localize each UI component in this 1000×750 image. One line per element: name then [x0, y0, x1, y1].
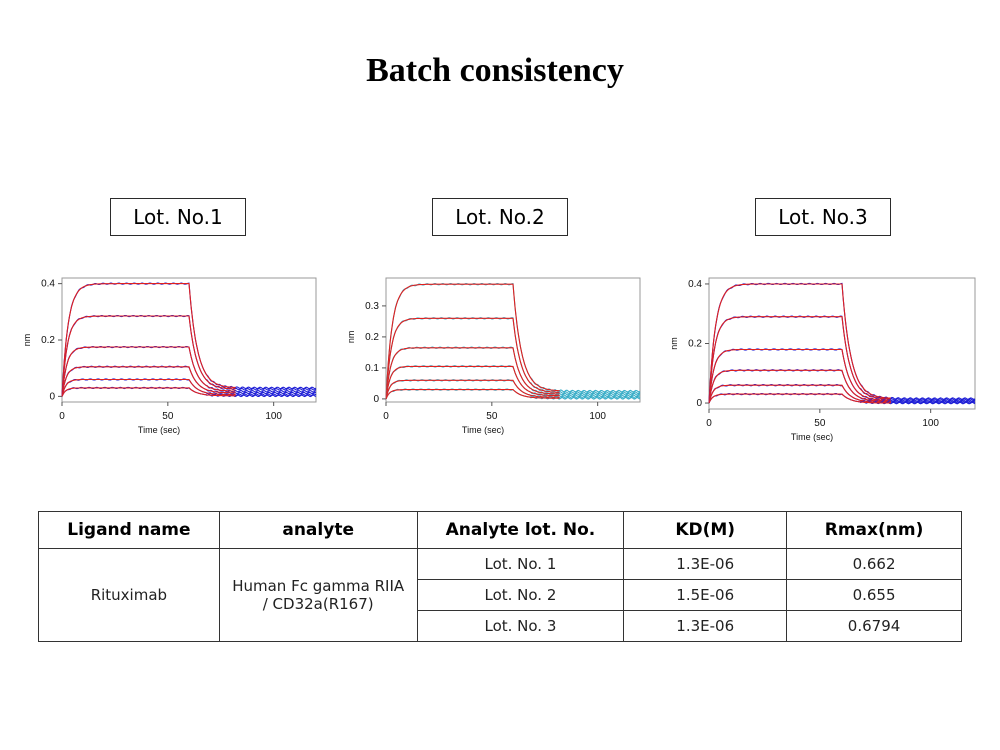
- series-line-fit: [385, 379, 560, 400]
- series-line-fit: [61, 387, 236, 397]
- series-line-fit: [61, 346, 236, 397]
- y-axis-label: nm: [346, 331, 356, 344]
- kd-cell: 1.3E-06: [623, 548, 788, 580]
- y-axis-label: nm: [22, 334, 32, 347]
- header-analyte-lot: Analyte lot. No.: [416, 511, 625, 549]
- series-line-fit: [708, 393, 891, 404]
- lot-label-3: Lot. No.3: [755, 198, 891, 236]
- x-tick-label: 50: [162, 411, 174, 422]
- analyte-line-1: Human Fc gamma RIIA: [232, 577, 405, 595]
- rmax-cell: 0.655: [786, 579, 962, 611]
- series-line-fit: [708, 369, 891, 404]
- series-line-fit: [708, 384, 891, 404]
- y-tick-label: 0.4: [41, 279, 55, 290]
- y-tick-label: 0.1: [365, 363, 379, 374]
- rmax-cell: 0.6794: [786, 610, 962, 642]
- header-ligand-name: Ligand name: [38, 511, 220, 549]
- series-line-fit: [708, 348, 891, 404]
- x-tick-label: 100: [589, 411, 606, 422]
- lot-label-2: Lot. No.2: [432, 198, 568, 236]
- header-rmax: Rmax(nm): [786, 511, 962, 549]
- rmax-cell: 0.662: [786, 548, 962, 580]
- series-line-fit: [385, 347, 560, 399]
- page-title: Batch consistency: [366, 52, 624, 89]
- kd-cell: 1.3E-06: [623, 610, 788, 642]
- series-line-fit: [61, 283, 236, 397]
- lot-cell: Lot. No. 3: [416, 610, 625, 642]
- y-tick-label: 0: [373, 394, 379, 405]
- analyte-line-2: / CD32a(R167): [262, 595, 374, 613]
- series-line-fit: [61, 366, 236, 397]
- y-tick-label: 0: [49, 391, 55, 402]
- y-tick-label: 0.2: [688, 339, 702, 350]
- x-tick-label: 50: [814, 418, 826, 429]
- x-axis-label: Time (sec): [791, 432, 833, 442]
- x-tick-label: 50: [486, 411, 498, 422]
- header-kd: KD(M): [623, 511, 788, 549]
- results-table: Ligand name analyte Analyte lot. No. KD(…: [38, 511, 962, 642]
- series-line-fit: [61, 315, 236, 397]
- y-axis-label: nm: [669, 337, 679, 350]
- x-tick-label: 0: [383, 411, 389, 422]
- series-line-fit: [385, 365, 560, 399]
- x-tick-label: 100: [265, 411, 282, 422]
- y-tick-label: 0.4: [688, 279, 702, 290]
- lot-cell: Lot. No. 1: [416, 548, 625, 580]
- table-row: Rituximab Human Fc gamma RIIA / CD32a(R1…: [38, 548, 962, 642]
- x-tick-label: 0: [706, 418, 712, 429]
- x-tick-label: 100: [922, 418, 939, 429]
- y-tick-label: 0.2: [365, 332, 379, 343]
- kd-cell: 1.5E-06: [623, 579, 788, 611]
- x-axis-label: Time (sec): [462, 425, 504, 435]
- table-header-row: Ligand name analyte Analyte lot. No. KD(…: [38, 511, 962, 549]
- table-row: Lot. No. 3 1.3E-06 0.6794: [39, 610, 962, 642]
- header-analyte: analyte: [218, 511, 418, 549]
- y-tick-label: 0: [696, 398, 702, 409]
- series-line-fit: [385, 317, 560, 399]
- x-axis-label: Time (sec): [138, 425, 180, 435]
- series-line-fit: [708, 316, 891, 404]
- series-line-fit: [61, 378, 236, 397]
- plot-frame: [61, 277, 317, 403]
- lot-label-1: Lot. No.1: [110, 198, 246, 236]
- analyte-cell: Human Fc gamma RIIA / CD32a(R167): [218, 548, 418, 642]
- series-line-fit: [708, 283, 891, 404]
- lot-cell: Lot. No. 2: [416, 579, 625, 611]
- y-tick-label: 0.3: [365, 301, 379, 312]
- series-line-fit: [385, 283, 560, 399]
- y-tick-label: 0.2: [41, 335, 55, 346]
- ligand-cell: Rituximab: [38, 548, 220, 642]
- x-tick-label: 0: [59, 411, 65, 422]
- series-line-fit: [385, 389, 560, 400]
- table-row: Lot. No. 2 1.5E-06 0.655: [39, 579, 962, 611]
- plot-frame: [708, 277, 976, 410]
